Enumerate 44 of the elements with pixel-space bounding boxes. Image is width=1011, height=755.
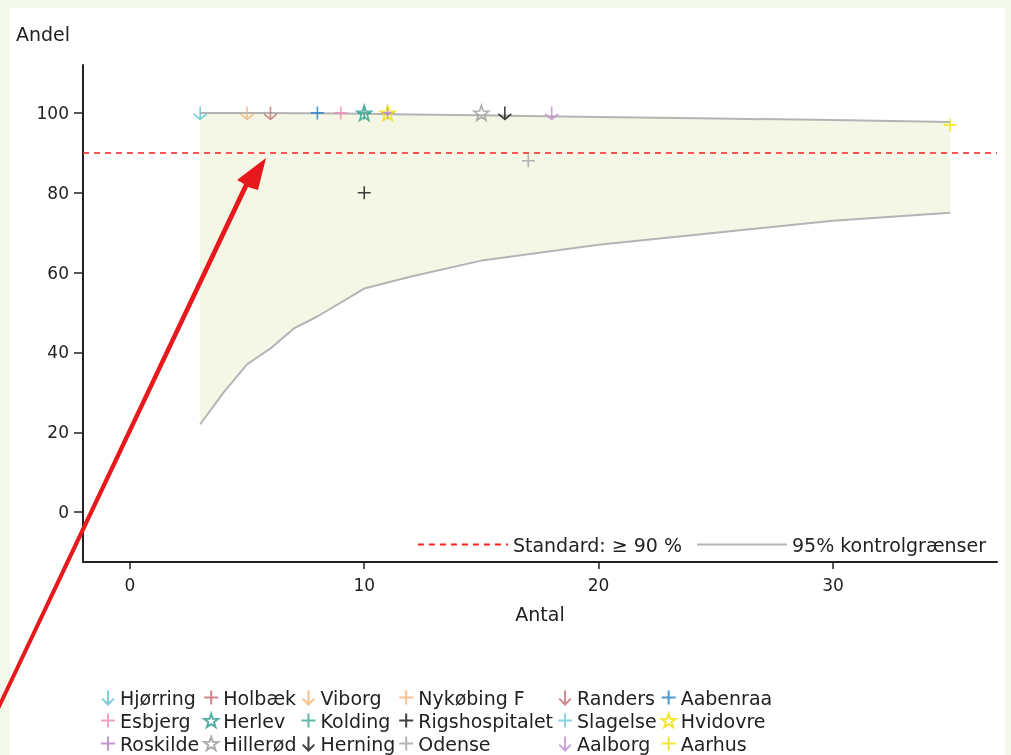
point (942, 117, 958, 133)
legend-label: Roskilde (120, 732, 200, 755)
legend-label: Odense (418, 732, 491, 755)
legend-label: Kolding (320, 709, 391, 732)
legend-label: Esbjerg (120, 709, 191, 732)
point (310, 105, 325, 121)
legend-label: Rigshospitalet (418, 709, 554, 732)
legend-label: 95% kontrolgrænser (792, 533, 987, 556)
point (239, 105, 255, 121)
y-tick-label: 100 (36, 102, 69, 123)
x-tick-label: 10 (353, 574, 376, 595)
legend-label: Slagelse (577, 709, 657, 732)
point (263, 105, 278, 121)
legend-label: Hjørring (120, 686, 196, 709)
line-series (199, 211, 952, 426)
point (497, 105, 513, 121)
y-tick-label: 60 (47, 262, 69, 283)
legend-label: Hillerød (223, 732, 297, 755)
y-tick-label: 40 (47, 342, 69, 363)
point (192, 105, 208, 121)
point (520, 153, 536, 169)
x-tick-label: 20 (587, 574, 610, 595)
y-tick-label: 20 (47, 422, 69, 443)
legend-label: Hvidovre (680, 709, 766, 732)
legend-label: Holbæk (223, 686, 297, 709)
legend-label: Nykøbing F (418, 686, 525, 709)
point (356, 185, 372, 201)
legend-label: Aarhus (680, 732, 747, 755)
point (544, 105, 560, 121)
legend-label: Randers (577, 686, 655, 709)
y-tick-label: 80 (47, 182, 69, 203)
x-tick-label: 30 (822, 574, 844, 595)
point (333, 105, 349, 121)
legend-label: Herning (320, 732, 396, 755)
legend-label: Herlev (223, 709, 286, 732)
y-tick-label: 0 (58, 502, 69, 523)
legend-label: Aalborg (577, 732, 651, 755)
x-axis-title: Antal (515, 602, 565, 625)
y-axis-title: Andel (15, 22, 71, 45)
legend-label: Standard: ≥ 90 % (512, 533, 683, 556)
point (473, 104, 490, 122)
legend-label: Viborg (320, 686, 382, 709)
legend-label: Aabenraa (680, 686, 773, 709)
x-tick-label: 0 (124, 574, 136, 595)
